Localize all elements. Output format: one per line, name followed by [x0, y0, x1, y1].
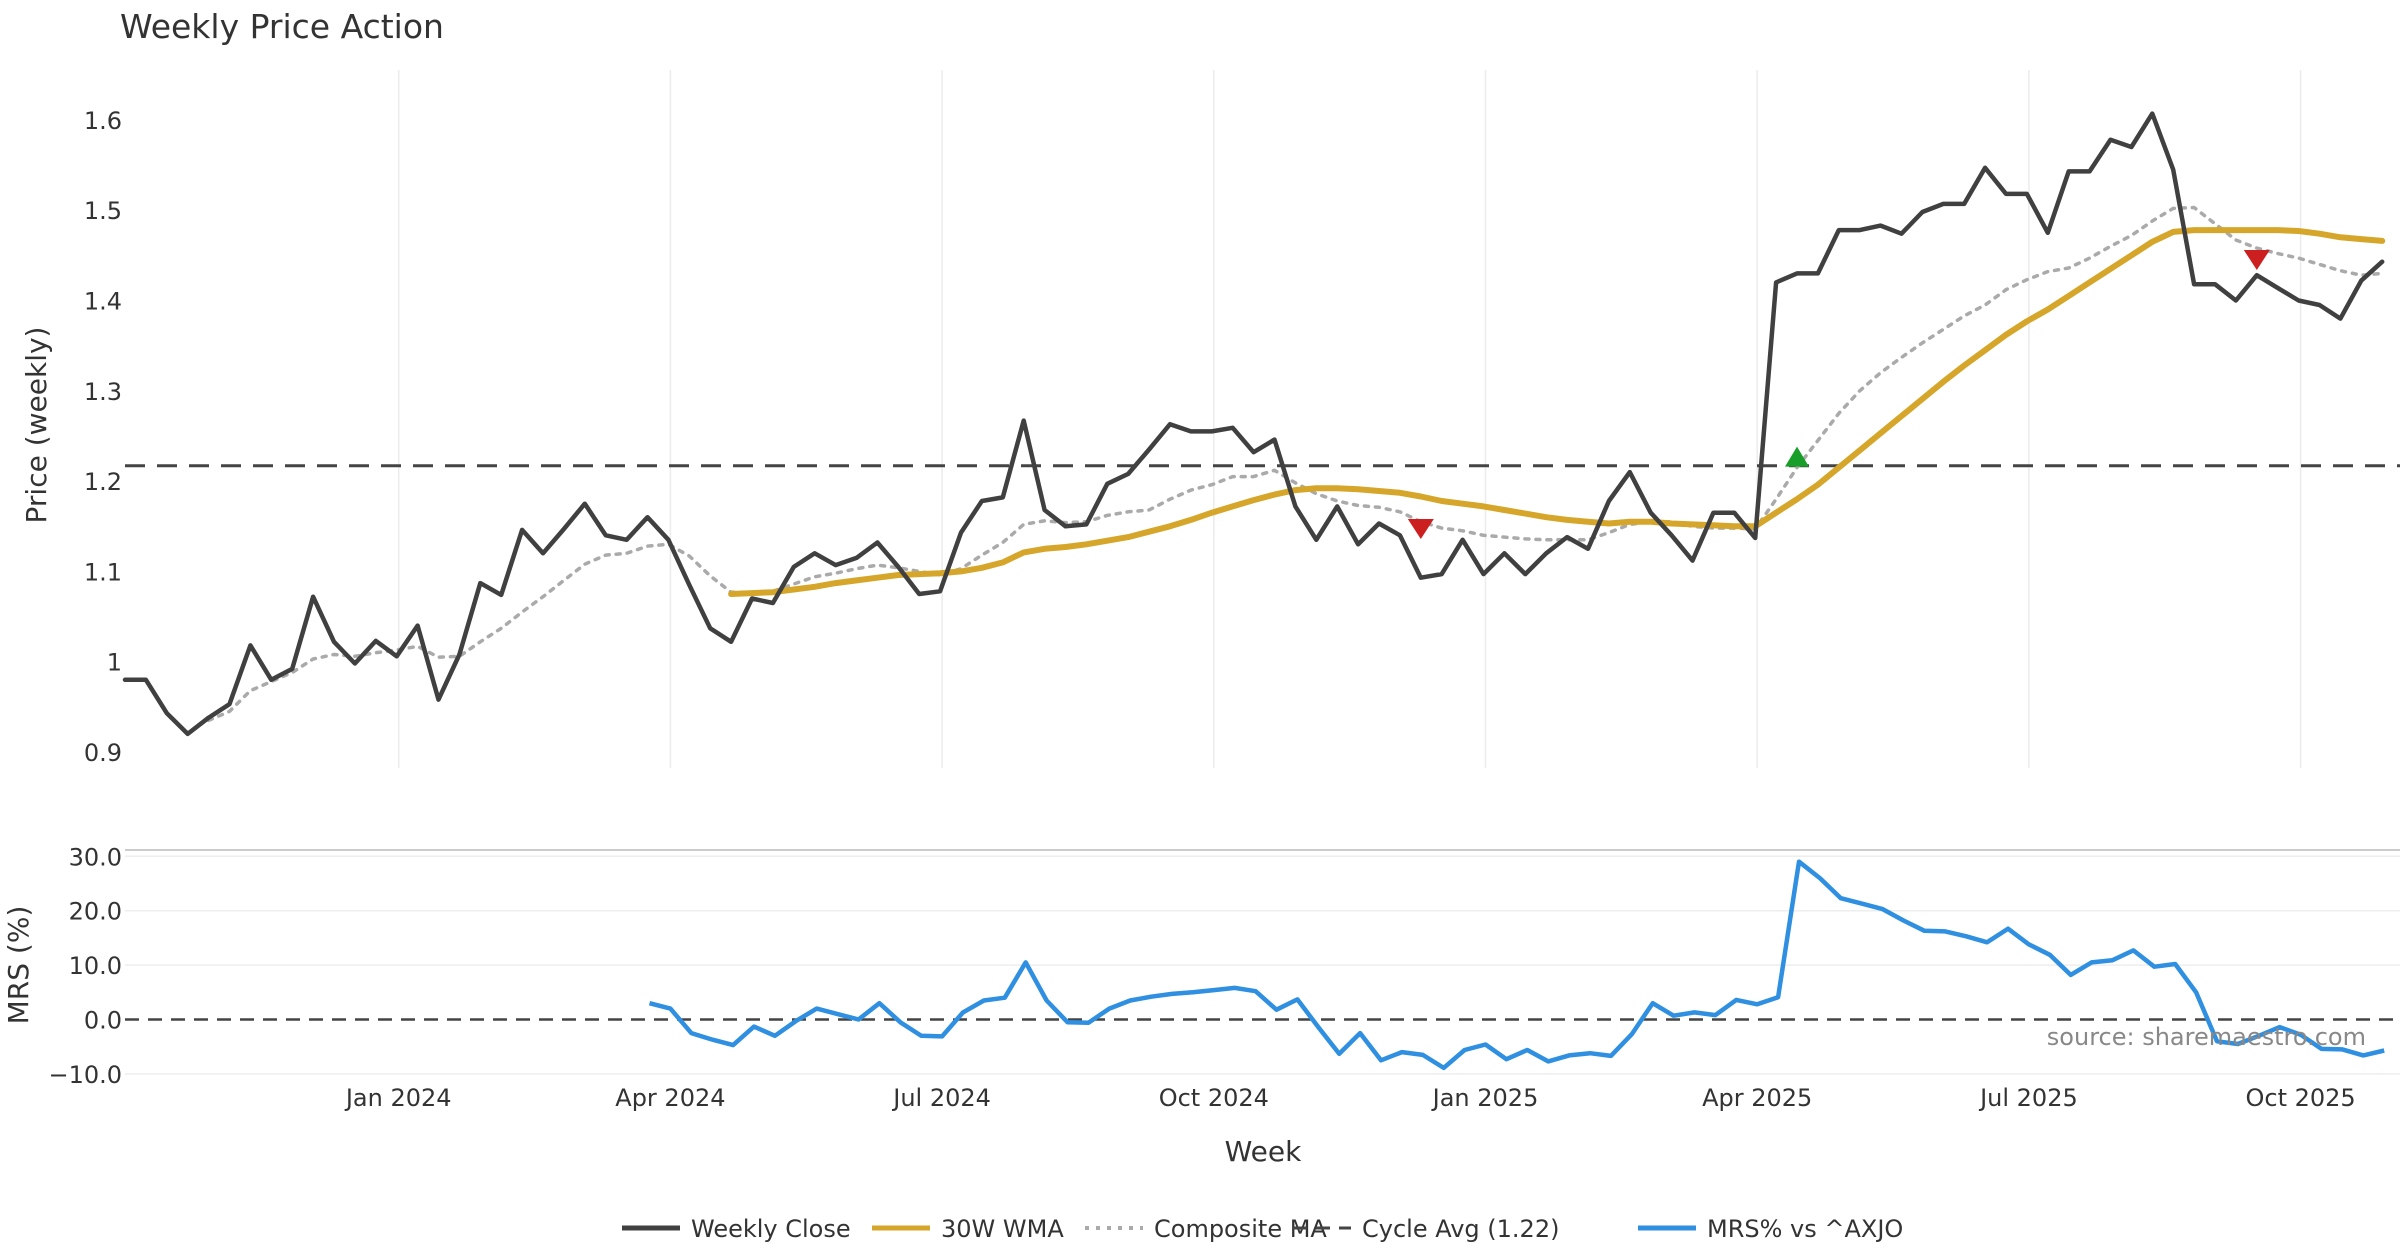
signal-markers — [1407, 249, 2270, 540]
mrs-y-tick: 20.0 — [69, 898, 122, 926]
price-y-tick: 1 — [107, 649, 122, 677]
x-tick: Jan 2025 — [1431, 1084, 1539, 1112]
legend-label: 30W WMA — [941, 1215, 1064, 1243]
price-y-tick: 0.9 — [84, 739, 122, 767]
x-tick-labels: Jan 2024 Apr 2024 Jul 2024 Oct 2024 Jan 2025… — [344, 1084, 2356, 1112]
x-tick: Apr 2024 — [615, 1084, 725, 1112]
source-note: source: sharemaestro.com — [2047, 1023, 2366, 1051]
price-y-tick: 1.2 — [84, 468, 122, 496]
mrs-y-tick-labels: 30.0 20.0 10.0 0.0 −10.0 — [48, 843, 122, 1089]
mrs-gridlines — [125, 855, 2400, 1075]
mrs-series-group — [648, 859, 2385, 1071]
sell-signal-marker — [2243, 249, 2270, 270]
price-y-tick: 1.1 — [84, 558, 122, 586]
mrs-y-tick: 10.0 — [69, 952, 122, 980]
legend-label: Cycle Avg (1.22) — [1362, 1215, 1559, 1243]
price-y-tick-labels: 0.9 1 1.1 1.2 1.3 1.4 1.5 1.6 — [84, 107, 122, 767]
mrs-y-tick: −10.0 — [48, 1061, 122, 1089]
price-panel: 0.9 1 1.1 1.2 1.3 1.4 1.5 1.6 Price (weekly) — [20, 70, 2400, 768]
x-tick: Jul 2024 — [891, 1084, 991, 1112]
mrs-y-tick: 30.0 — [69, 843, 122, 871]
x-tick: Apr 2025 — [1702, 1084, 1812, 1112]
legend-label: Weekly Close — [691, 1215, 851, 1243]
price-y-axis-title: Price (weekly) — [20, 327, 53, 524]
mrs-y-tick: 0.0 — [84, 1007, 122, 1035]
price-y-tick: 1.4 — [84, 288, 122, 316]
chart-title: Weekly Price Action — [120, 7, 444, 46]
series-mrs-vs-axjo — [648, 859, 2385, 1071]
price-gridlines — [397, 70, 2302, 768]
legend-label: MRS% vs ^AXJO — [1707, 1215, 1903, 1243]
mrs-panel: 30.0 20.0 10.0 0.0 −10.0 MRS (%) source: sha… — [2, 843, 2400, 1089]
price-y-tick: 1.6 — [84, 107, 122, 135]
series-weekly-close — [122, 111, 2385, 737]
price-y-tick: 1.5 — [84, 197, 122, 225]
legend: Weekly Close 30W WMA Composite MA Cycle Avg… — [622, 1215, 1903, 1243]
mrs-y-axis-title: MRS (%) — [2, 906, 35, 1025]
series-composite-ma — [206, 205, 2384, 723]
series-30w-wma — [728, 227, 2386, 597]
x-tick: Jul 2025 — [1978, 1084, 2078, 1112]
price-series-group — [122, 111, 2386, 737]
x-axis-title: Week — [1225, 1135, 1302, 1168]
sell-signal-marker — [1407, 519, 1434, 540]
x-tick: Oct 2025 — [2245, 1084, 2355, 1112]
price-y-tick: 1.3 — [84, 378, 122, 406]
x-tick: Jan 2024 — [344, 1084, 452, 1112]
x-tick: Oct 2024 — [1159, 1084, 1269, 1112]
buy-signal-marker — [1785, 446, 1809, 467]
